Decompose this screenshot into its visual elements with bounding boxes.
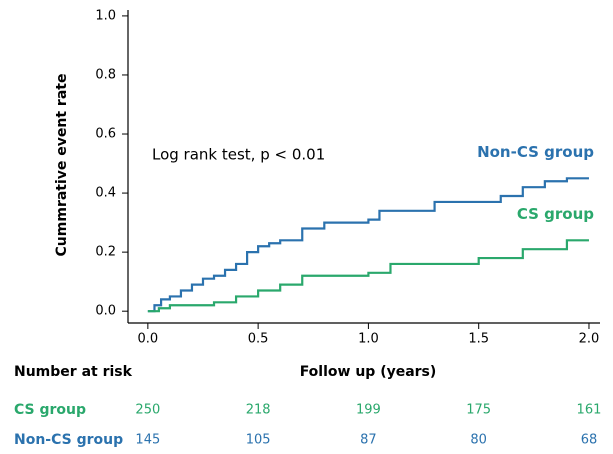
risk-row-label: CS group (14, 402, 86, 418)
risk-row-label: Non-CS group (14, 432, 123, 448)
series-label: CS group (517, 205, 594, 223)
step-line (147, 239, 589, 313)
risk-value: 87 (360, 433, 377, 448)
risk-value: 161 (577, 403, 602, 418)
x-tick-label: 2.0 (579, 332, 600, 347)
y-axis-title: Cummrative event rate (54, 74, 70, 257)
x-tick-label: 1.5 (468, 332, 489, 347)
risk-value: 145 (135, 433, 160, 448)
y-tick-label: 0.4 (95, 186, 116, 201)
risk-value: 218 (246, 403, 271, 418)
risk-value: 250 (135, 403, 160, 418)
series-label: Non-CS group (477, 143, 594, 161)
step-line (147, 177, 589, 313)
risk-value: 175 (466, 403, 491, 418)
x-axis-title: Follow up (years) (300, 364, 437, 380)
y-tick-label: 0.2 (95, 245, 116, 260)
risk-value: 105 (246, 433, 271, 448)
x-tick-label: 0.0 (138, 332, 159, 347)
risk-value: 199 (356, 403, 381, 418)
risk-table-title: Number at risk (14, 364, 133, 380)
x-tick-label: 0.5 (248, 332, 269, 347)
risk-value: 68 (581, 433, 598, 448)
y-tick-label: 0.6 (95, 127, 116, 142)
y-tick-label: 1.0 (95, 8, 116, 23)
risk-value: 80 (470, 433, 487, 448)
y-tick-label: 0.8 (95, 67, 116, 82)
x-tick-label: 1.0 (358, 332, 379, 347)
y-tick-label: 0.0 (95, 304, 116, 319)
annotation: Log rank test, p < 0.01 (152, 146, 325, 164)
